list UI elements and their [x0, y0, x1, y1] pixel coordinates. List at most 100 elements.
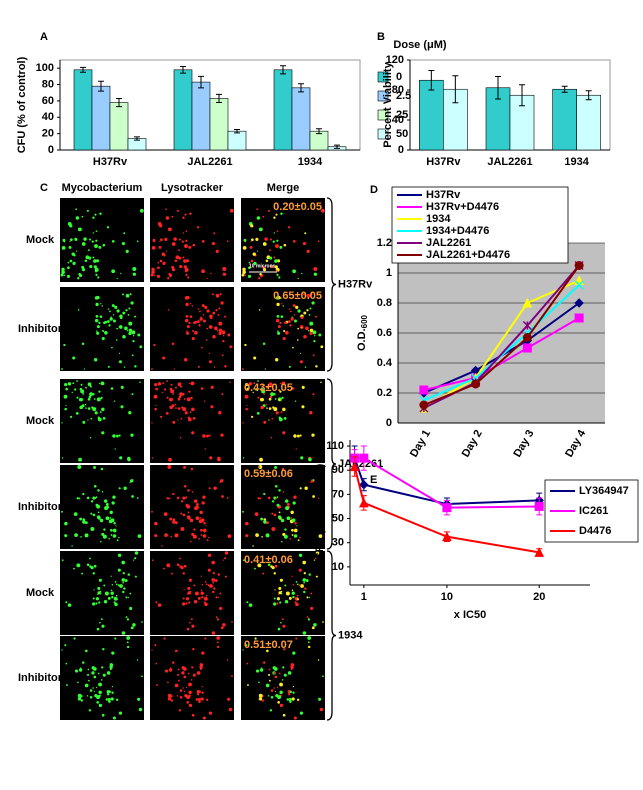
fluorescent-spot	[136, 497, 139, 499]
legend-label: LY364947	[579, 485, 629, 497]
fluorescent-spot	[179, 264, 183, 269]
fluorescent-spot	[77, 277, 80, 280]
fluorescent-spot	[188, 382, 191, 385]
fluorescent-spot	[186, 331, 190, 335]
fluorescent-spot	[221, 393, 224, 396]
fluorescent-spot	[293, 314, 296, 316]
fluorescent-spot	[182, 513, 186, 517]
fluorescent-spot	[257, 563, 262, 568]
marker	[574, 298, 584, 308]
fluorescent-spot	[253, 382, 256, 385]
series-line	[354, 457, 540, 509]
fluorescent-spot	[255, 388, 258, 391]
fluorescent-spot	[133, 335, 135, 337]
error-bar	[98, 80, 104, 92]
fluorescent-spot	[92, 216, 95, 219]
fluorescent-spot	[282, 431, 286, 435]
fluorescent-spot	[294, 601, 297, 604]
fluorescent-spot	[315, 365, 318, 368]
fluorescent-spot	[185, 686, 188, 689]
fluorescent-spot	[267, 209, 270, 212]
fluorescent-spot	[266, 407, 268, 409]
fluorescent-spot	[193, 321, 196, 325]
fluorescent-spot	[273, 597, 276, 600]
fluorescent-spot	[318, 333, 322, 337]
error-bar	[495, 76, 501, 100]
fluorescent-spot	[64, 407, 67, 411]
fluorescent-spot	[184, 296, 189, 300]
y-axis-label: O.D.600	[356, 314, 369, 351]
fluorescent-spot	[191, 407, 195, 412]
fluorescent-spot	[180, 417, 183, 420]
fluorescent-spot	[180, 566, 184, 570]
fluorescent-spot	[192, 329, 195, 333]
fluorescent-spot	[151, 510, 153, 513]
fluorescent-spot	[260, 667, 263, 670]
fluorescent-spot	[192, 534, 197, 539]
fluorescent-spot	[91, 406, 94, 409]
bar	[73, 69, 93, 151]
fluorescent-spot	[68, 245, 72, 249]
fluorescent-spot	[181, 240, 184, 243]
fluorescent-spot	[96, 515, 101, 519]
fluorescent-spot	[102, 673, 106, 677]
fluorescent-spot	[74, 533, 78, 537]
fluorescent-spot	[275, 296, 280, 300]
fluorescent-spot	[275, 244, 279, 248]
fluorescent-spot	[162, 261, 166, 266]
fluorescent-spot	[315, 551, 320, 555]
fluorescent-spot	[115, 583, 118, 586]
fluorescent-spot	[98, 601, 101, 604]
fluorescent-spot	[231, 675, 233, 678]
fluorescent-spot	[125, 293, 130, 298]
fluorescent-spot	[122, 571, 125, 575]
fluorescent-spot	[107, 596, 111, 600]
fluorescent-spot	[313, 623, 317, 627]
fluorescent-spot	[188, 390, 191, 393]
fluorescent-spot	[178, 395, 182, 399]
fluorescent-spot	[81, 572, 84, 575]
fluorescent-spot	[292, 685, 295, 688]
fluorescent-spot	[77, 466, 80, 468]
fluorescent-spot	[197, 308, 200, 310]
fluorescent-spot	[255, 669, 260, 673]
fluorescent-spot	[170, 389, 175, 394]
fluorescent-spot	[292, 501, 296, 505]
fluorescent-spot	[312, 495, 315, 498]
fluorescent-spot	[119, 584, 123, 588]
y-axis-label-subscript: 600	[360, 314, 369, 328]
fluorescent-spot	[202, 716, 206, 720]
fluorescent-spot	[125, 616, 128, 619]
fluorescent-spot	[188, 703, 193, 708]
fluorescent-spot	[292, 584, 295, 586]
fluorescent-spot	[69, 238, 73, 242]
fluorescent-spot	[268, 668, 271, 671]
fluorescent-spot	[304, 232, 307, 235]
fluorescent-spot	[94, 213, 97, 216]
fluorescent-spot	[109, 310, 111, 313]
micrograph	[150, 379, 234, 463]
fluorescent-spot	[201, 304, 205, 307]
fluorescent-spot	[282, 337, 286, 341]
fluorescent-spot	[284, 321, 287, 325]
fluorescent-spot	[291, 697, 295, 701]
fluorescent-spot	[215, 596, 218, 599]
fluorescent-spot	[191, 713, 195, 717]
fluorescent-spot	[290, 510, 294, 515]
fluorescent-spot	[223, 335, 225, 337]
x-tick-label: 20	[533, 591, 545, 603]
fluorescent-spot	[185, 239, 188, 242]
fluorescent-spot	[164, 669, 169, 673]
fluorescent-spot	[303, 590, 306, 594]
fluorescent-spot	[167, 227, 172, 232]
fluorescent-spot	[198, 538, 200, 540]
fluorescent-spot	[120, 272, 122, 275]
fluorescent-spot	[98, 390, 101, 393]
legend-label: IC261	[579, 505, 608, 517]
fluorescent-spot	[256, 208, 259, 211]
fluorescent-spot	[216, 645, 220, 649]
fluorescent-spot	[227, 697, 231, 701]
error-bar	[134, 136, 140, 141]
fluorescent-spot	[191, 337, 195, 341]
fluorescent-spot	[198, 690, 202, 694]
